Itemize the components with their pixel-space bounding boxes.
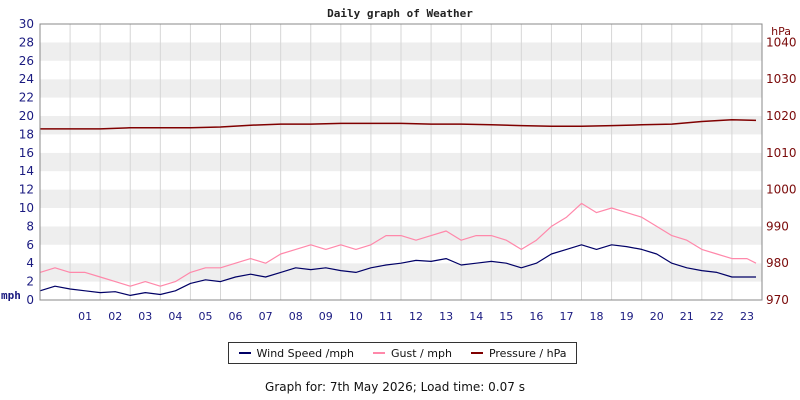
x-tick-label: 15	[499, 310, 513, 323]
right-tick-label: 1040	[766, 35, 797, 49]
series-line-wind-speed	[39, 244, 756, 296]
x-tick-label: 21	[680, 310, 694, 323]
left-tick-label: 14	[19, 164, 34, 178]
footer-status: Graph for: 7th May 2026; Load time: 0.07…	[265, 380, 525, 394]
x-tick-label: 05	[198, 310, 212, 323]
x-tick-label: 19	[620, 310, 634, 323]
legend-item-pressure: Pressure / hPa	[470, 346, 567, 360]
x-tick-label: 04	[168, 310, 182, 323]
x-tick-label: 13	[439, 310, 453, 323]
x-tick-label: 10	[349, 310, 363, 323]
series-line-gust	[39, 202, 757, 287]
legend-label-gust: Gust / mph	[391, 346, 452, 360]
right-tick-label: 1020	[766, 109, 797, 123]
legend-item-gust: Gust / mph	[373, 347, 452, 360]
left-tick-label: 2	[26, 275, 34, 289]
legend-item-wind: Wind Speed /mph	[238, 346, 355, 360]
x-tick-label: 16	[529, 310, 543, 323]
x-tick-label: 03	[138, 310, 152, 323]
legend: Wind Speed /mph Gust / mph Pressure / hP…	[228, 342, 577, 364]
series-line-pressure	[40, 118, 757, 130]
plot-frame	[39, 23, 763, 301]
left-tick-label: 10	[19, 201, 34, 215]
x-tick-label: 18	[590, 310, 604, 323]
legend-swatch-gust	[373, 352, 386, 354]
left-tick-label: 28	[19, 35, 34, 49]
series-layer	[39, 118, 757, 296]
left-tick-label: 4	[26, 256, 34, 270]
right-tick-label: 990	[766, 219, 789, 233]
x-tick-label: 20	[650, 310, 664, 323]
right-tick-label: 1010	[766, 146, 797, 160]
x-tick-label: 23	[740, 310, 754, 323]
legend-swatch-wind	[238, 352, 251, 354]
legend-swatch-pressure	[470, 352, 483, 354]
legend-label-pressure: Pressure / hPa	[488, 346, 567, 360]
x-tick-label: 02	[108, 310, 122, 323]
left-tick-label: 24	[19, 72, 34, 86]
left-tick-label: 12	[19, 183, 34, 197]
left-tick-label: 20	[19, 109, 34, 123]
right-axis-ticks: 970 980 990 1000 1010 1020 1030 1040	[766, 35, 797, 307]
x-tick-label: 17	[559, 310, 573, 323]
right-tick-label: 970	[766, 293, 789, 307]
legend-label-wind: Wind Speed /mph	[256, 346, 355, 360]
left-tick-label: 16	[19, 146, 34, 160]
left-tick-label: 6	[26, 238, 34, 252]
left-tick-label: 26	[19, 54, 34, 68]
left-tick-label: 8	[26, 219, 34, 233]
x-tick-label: 09	[319, 310, 333, 323]
x-tick-label: 22	[710, 310, 724, 323]
x-tick-label: 01	[78, 310, 92, 323]
left-tick-label: 18	[19, 127, 34, 141]
right-tick-label: 980	[766, 256, 789, 270]
chart-title: Daily graph of Weather	[327, 7, 473, 20]
grid-lines	[69, 24, 733, 300]
x-axis-ticks: 01 02 03 04 05 06 07 08 09 10 11 12 13 14 15 16 17 18 19 20…	[78, 310, 754, 323]
right-axis-unit-label: hPa	[771, 25, 791, 38]
x-tick-label: 11	[379, 310, 393, 323]
x-tick-label: 07	[259, 310, 273, 323]
left-axis-unit-label: mph	[1, 289, 21, 302]
left-tick-label: 30	[19, 17, 34, 31]
x-tick-label: 06	[229, 310, 243, 323]
x-tick-label: 12	[409, 310, 423, 323]
x-tick-label: 14	[469, 310, 483, 323]
right-tick-label: 1000	[766, 183, 797, 197]
left-tick-label: 22	[19, 91, 34, 105]
left-tick-label: 0	[26, 293, 34, 307]
right-tick-label: 1030	[766, 72, 797, 86]
x-tick-label: 08	[289, 310, 303, 323]
